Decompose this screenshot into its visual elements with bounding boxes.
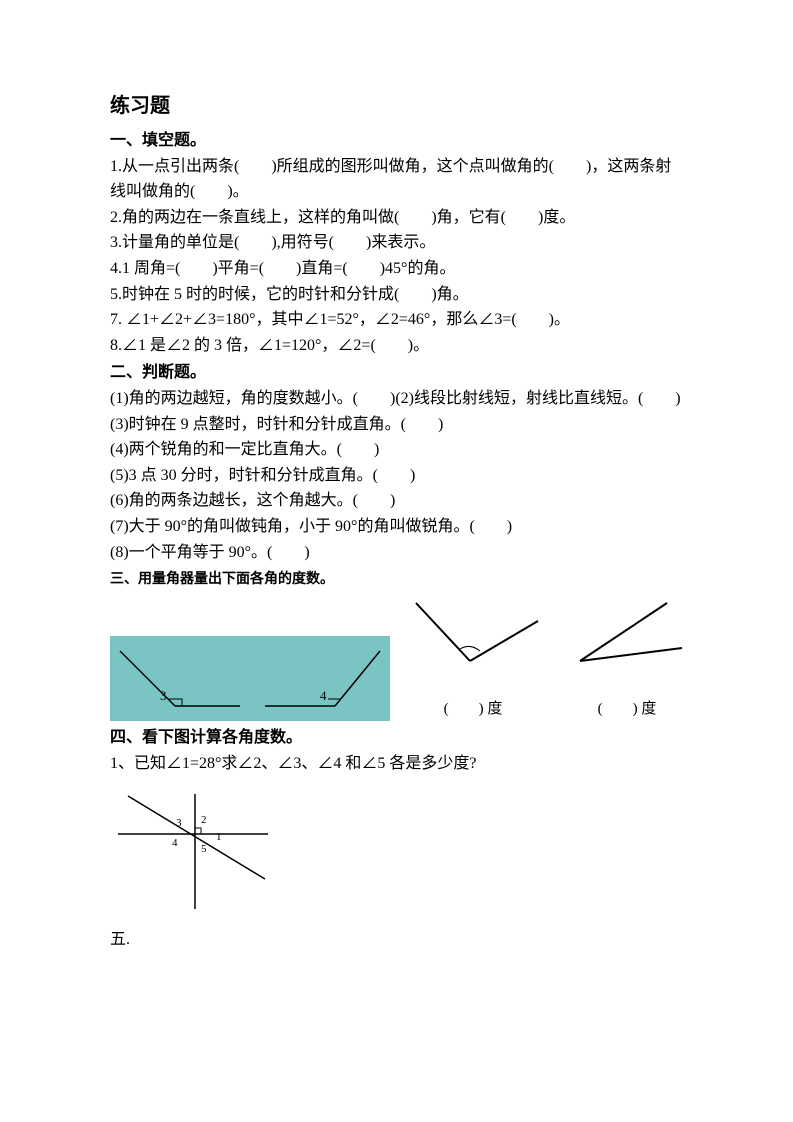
angle-a-svg bbox=[398, 593, 548, 688]
s1-q5: 5.时钟在 5 时的时候，它的时针和分针成( )角。 bbox=[110, 282, 683, 308]
s4-q1: 1、已知∠1=28°求∠2、∠3、∠4 和∠5 各是多少度? bbox=[110, 751, 683, 777]
angle-b-svg bbox=[552, 593, 702, 688]
section2-title: 二、判断题。 bbox=[110, 360, 683, 386]
svg-text:5: 5 bbox=[201, 843, 207, 855]
section5-title: 五. bbox=[110, 927, 683, 953]
svg-text:4: 4 bbox=[172, 837, 178, 849]
svg-text:3: 3 bbox=[176, 817, 182, 829]
s2-q4: (4)两个锐角的和一定比直角大。( ) bbox=[110, 437, 683, 463]
s2-q8: (8)一个平角等于 90°。( ) bbox=[110, 540, 683, 566]
s1-q1: 1.从一点引出两条( )所组成的图形叫做角，这个点叫做角的( )，这两条射线叫做… bbox=[110, 154, 683, 205]
s1-q8: 8.∠1 是∠2 的 3 倍，∠1=120°，∠2=( )。 bbox=[110, 333, 683, 359]
section3-figures: 3 4 ( ) 度 ( ) 度 bbox=[110, 593, 683, 721]
svg-text:3: 3 bbox=[160, 688, 167, 703]
section4-title: 四、看下图计算各角度数。 bbox=[110, 725, 683, 751]
s1-q3: 3.计量角的单位是( ),用符号( )来表示。 bbox=[110, 230, 683, 256]
svg-text:4: 4 bbox=[320, 688, 327, 703]
svg-text:2: 2 bbox=[201, 814, 207, 826]
q4-angle-figure: 2 3 4 5 1 bbox=[110, 784, 275, 914]
section3-title: 三、用量角器量出下面各角的度数。 bbox=[110, 567, 683, 589]
s2-q7: (7)大于 90°的角叫做钝角，小于 90°的角叫做锐角。( ) bbox=[110, 514, 683, 540]
teal-angle-box: 3 4 bbox=[110, 636, 390, 721]
s2-q6: (6)角的两条边越长，这个角越大。( ) bbox=[110, 488, 683, 514]
s1-q4: 4.1 周角=( )平角=( )直角=( )45°的角。 bbox=[110, 256, 683, 282]
s2-q3: (3)时钟在 9 点整时，时针和分针成直角。( ) bbox=[110, 412, 683, 438]
s1-q2: 2.角的两边在一条直线上，这样的角叫做( )角，它有( )度。 bbox=[110, 205, 683, 231]
angle-3-4-svg: 3 4 bbox=[110, 636, 390, 721]
angle-b-label: ( ) 度 bbox=[552, 697, 702, 721]
angle-figure-b: ( ) 度 bbox=[552, 593, 702, 721]
angle-figure-a: ( ) 度 bbox=[398, 593, 548, 721]
s2-q1: (1)角的两边越短，角的度数越小。( )(2)线段比射线短，射线比直线短。( ) bbox=[110, 386, 683, 412]
page-title: 练习题 bbox=[110, 90, 683, 122]
svg-text:1: 1 bbox=[216, 831, 222, 843]
s1-q7: 7. ∠1+∠2+∠3=180°，其中∠1=52°，∠2=46°，那么∠3=( … bbox=[110, 307, 683, 333]
s2-q5: (5)3 点 30 分时，时针和分针成直角。( ) bbox=[110, 463, 683, 489]
angle-a-label: ( ) 度 bbox=[398, 697, 548, 721]
section1-title: 一、填空题。 bbox=[110, 128, 683, 154]
